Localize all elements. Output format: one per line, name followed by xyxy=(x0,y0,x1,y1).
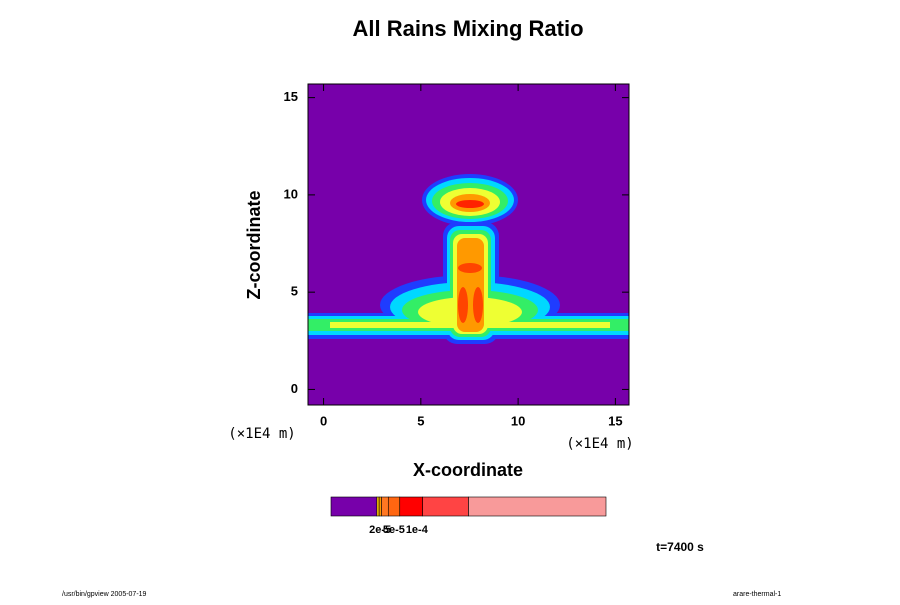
colorbar-segment xyxy=(378,496,382,517)
colorbar-segment xyxy=(330,496,378,517)
plot-frame xyxy=(307,83,630,406)
x-tick-label: 15 xyxy=(608,413,622,428)
colorbar-segment xyxy=(376,496,380,517)
y-tick-label: 0 xyxy=(291,381,298,396)
y-tick-label: 15 xyxy=(284,89,298,104)
x-axis-label: X-coordinate xyxy=(413,460,523,480)
time-label: t=7400 s xyxy=(656,540,704,554)
contour-field xyxy=(308,174,629,344)
x-tick-label: 5 xyxy=(417,413,424,428)
y-tick-label: 5 xyxy=(291,284,298,299)
x-tick-label: 0 xyxy=(320,413,327,428)
footer-left: /usr/bin/gpview 2005-07-19 xyxy=(62,591,147,598)
footer-right: arare-thermal-1 xyxy=(733,591,781,598)
x-unit: (×1E4 m) xyxy=(566,436,633,452)
colorbar-segment xyxy=(468,496,607,517)
x-tick-label: 10 xyxy=(511,413,525,428)
axes: 0 5 10 15 0 5 10 15 2e-55e-5 1e-4 xyxy=(284,84,629,536)
colorbar-segment xyxy=(422,496,469,517)
y-axis-label: Z-coordinate xyxy=(244,190,264,299)
y-unit: (×1E4 m) xyxy=(228,426,295,442)
colorbar-tick-label: 1e-4 xyxy=(406,524,429,536)
colorbar-tick-label: 5e-5 xyxy=(383,524,405,536)
y-tick-label: 10 xyxy=(284,186,298,201)
chart-title: All Rains Mixing Ratio xyxy=(352,16,583,41)
colorbar-segment xyxy=(387,496,401,517)
colorbar-tick-label: 2e-5 xyxy=(369,524,391,536)
colorbar-segment xyxy=(399,496,423,517)
colorbar-segment xyxy=(381,496,389,517)
